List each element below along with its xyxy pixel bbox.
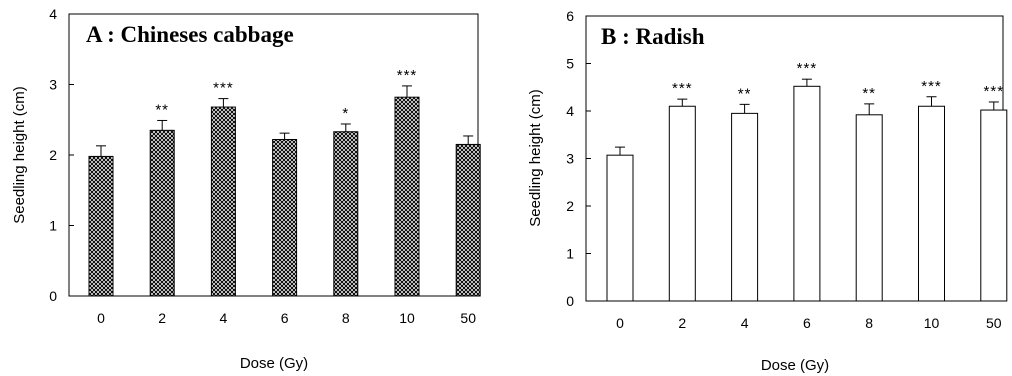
significance-label: ***: [984, 83, 1005, 100]
chart-title: B : Radish: [601, 24, 705, 49]
x-tick-label: 4: [741, 315, 749, 331]
significance-label: ***: [921, 78, 942, 95]
bar: [855, 114, 883, 302]
bar: [980, 109, 1008, 302]
bar: [149, 129, 175, 297]
x-tick-label: 8: [342, 310, 350, 326]
bar: [88, 155, 114, 297]
y-tick-label: 1: [49, 218, 57, 234]
x-tick-label: 4: [220, 310, 228, 326]
bar: [210, 106, 236, 297]
x-tick-label: 2: [158, 310, 166, 326]
bar: [793, 85, 821, 302]
x-tick-label: 2: [678, 315, 686, 331]
bar-group: 0 1 2 3 4 5 6 0 *** 2 ** 4 *** 6 ** 8 *** 10 *** 50: [566, 8, 1008, 331]
x-tick-label: 8: [865, 315, 873, 331]
y-tick-label: 2: [49, 147, 57, 163]
y-tick-label: 0: [566, 293, 574, 309]
y-tick-label: 3: [566, 151, 574, 167]
x-tick-label: 10: [399, 310, 415, 326]
x-tick-label: 6: [281, 310, 289, 326]
y-tick-label: 1: [566, 246, 574, 262]
significance-label: **: [738, 85, 752, 102]
chart-panel-b: B : Radish Seedling height (cm) Dose (Gy…: [527, 8, 1008, 374]
significance-label: *: [342, 105, 349, 122]
y-tick-label: 4: [49, 6, 57, 22]
y-axis-label: Seedling height (cm): [527, 89, 544, 227]
significance-label: ***: [213, 80, 234, 97]
chart-panel-a: A : Chineses cabbage Seedling height (cm…: [11, 6, 481, 372]
bar: [918, 105, 945, 302]
x-tick-label: 0: [97, 310, 105, 326]
y-tick-label: 2: [566, 198, 574, 214]
x-tick-label: 50: [986, 315, 1002, 331]
bar: [333, 131, 359, 297]
y-tick-label: 6: [566, 8, 574, 24]
significance-label: **: [155, 101, 169, 118]
bar-group: 0 1 2 3 4 0 ** 2 *** 4 6 * 8 *** 10 50: [49, 6, 481, 326]
x-tick-label: 50: [460, 310, 476, 326]
bar: [606, 154, 634, 302]
significance-label: **: [862, 85, 876, 102]
y-tick-label: 5: [566, 56, 574, 72]
y-axis-label: Seedling height (cm): [11, 86, 28, 224]
y-tick-label: 4: [566, 103, 574, 119]
x-tick-label: 0: [616, 315, 624, 331]
chart-title: A : Chineses cabbage: [86, 22, 294, 47]
bar: [668, 105, 696, 302]
bar: [272, 138, 298, 297]
x-axis-label: Dose (Gy): [761, 357, 829, 374]
significance-label: ***: [797, 60, 818, 77]
x-tick-label: 6: [803, 315, 811, 331]
y-tick-label: 3: [49, 77, 57, 93]
bar: [731, 112, 759, 302]
y-tick-label: 0: [49, 288, 57, 304]
x-axis-label: Dose (Gy): [240, 355, 308, 372]
significance-label: ***: [397, 67, 418, 84]
significance-label: ***: [672, 80, 693, 97]
bar: [455, 143, 481, 297]
bar: [394, 96, 420, 297]
x-tick-label: 10: [924, 315, 940, 331]
